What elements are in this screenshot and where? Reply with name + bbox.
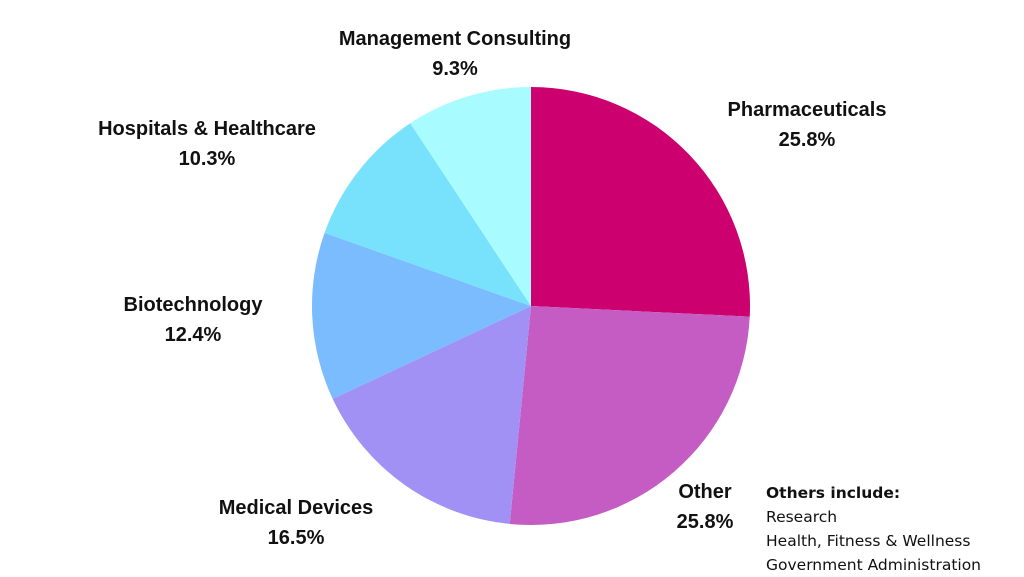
slice-label-name: Pharmaceuticals [727,99,887,121]
others-note-item: Government Administration [766,556,982,574]
pie-slice-management-consulting [410,87,531,306]
others-note: Others include: Research Health, Fitness… [766,481,981,577]
slice-label-name: Other [678,481,732,503]
slice-label-value: 16.5% [267,527,325,549]
slice-label-pharmaceuticals: Pharmaceuticals 25.8% [728,95,887,155]
slice-label-medical-devices: Medical Devices 16.5% [219,493,374,553]
slice-label-name: Hospitals & Healthcare [98,118,316,140]
slice-label-management-consulting: Management Consulting 9.3% [339,24,571,84]
slice-label-name: Medical Devices [218,497,374,519]
pie-slice-other [509,306,750,525]
slice-label-hospitals-healthcare: Hospitals & Healthcare 10.3% [98,114,316,174]
slice-label-name: Biotechnology [123,294,263,316]
slice-label-other: Other 25.8% [677,477,734,537]
slice-label-name: Management Consulting [338,28,572,50]
slice-label-biotechnology: Biotechnology 12.4% [124,290,263,350]
others-note-item: Research [766,508,838,526]
pie-slice-pharmaceuticals [531,87,750,317]
slice-label-value: 9.3% [432,58,478,80]
pie-slice-medical-devices [332,306,531,524]
slice-label-value: 12.4% [164,324,222,346]
slice-label-value: 10.3% [178,148,236,170]
pie-slice-biotechnology [311,232,531,399]
others-note-title: Others include: [766,484,901,502]
slice-label-value: 25.8% [676,511,734,533]
pie-slice-hospitals-healthcare [324,123,531,307]
slice-label-value: 25.8% [778,129,836,151]
others-note-item: Health, Fitness & Wellness [766,532,971,550]
